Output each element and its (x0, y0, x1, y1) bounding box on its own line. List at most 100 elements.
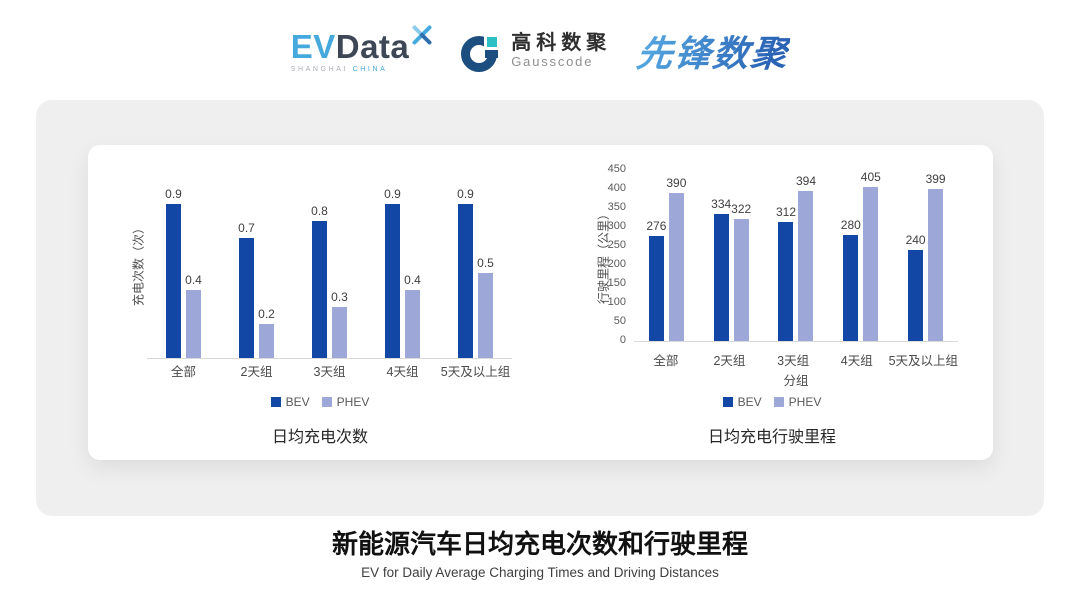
y-tick: 200 (607, 258, 626, 270)
chart-title: 日均充电行驶里程 (707, 429, 836, 446)
legend-item-phev: PHEV (773, 395, 822, 409)
x-axis-title: 分组 (783, 374, 809, 388)
bars-area: 0.9 0.4 0.7 0.2 0.8 0.3 0.9 0.4 0.9 0.5 (147, 170, 512, 358)
bar-phev: 394 (796, 174, 816, 341)
x-category-label: 3天组 (777, 354, 810, 368)
bar-phev: 0.4 (185, 273, 202, 358)
legend: BEV PHEV (560, 395, 984, 409)
charts-panel: 充电次数（次） 0.9 0.4 0.7 0.2 0.8 0.3 0.9 0.4 0.9 0.5 全… (36, 100, 1044, 516)
bar-value-label: 394 (795, 174, 816, 189)
gausscode-logo: 高科数聚 Gausscode (459, 28, 611, 74)
y-tick: 300 (607, 220, 626, 232)
bar-value-label: 0.9 (457, 187, 474, 202)
evdata-star-icon (412, 25, 432, 44)
charts-card: 充电次数（次） 0.9 0.4 0.7 0.2 0.8 0.3 0.9 0.4 0.9 0.5 全… (88, 145, 993, 460)
bar-value-label: 322 (731, 201, 752, 216)
x-axis-labels: 全部 2天组 3天组 4天组 5天及以上组 (634, 350, 958, 368)
pioneer-logo: 先锋数聚 (635, 25, 792, 77)
legend-label: PHEV (788, 395, 822, 409)
bar-value-label: 0.4 (185, 272, 202, 287)
legend-swatch (722, 397, 733, 407)
x-category-label: 5天及以上组 (888, 354, 959, 368)
bar-phev: 390 (666, 176, 686, 341)
y-tick: 400 (607, 182, 626, 194)
y-tick: 450 (607, 163, 626, 175)
legend-swatch (773, 397, 784, 407)
gausscode-en: Gausscode (511, 54, 594, 70)
bar-value-label: 0.8 (311, 204, 328, 219)
footer-subtitle: EV for Daily Average Charging Times and … (361, 565, 719, 581)
x-category-label: 3天组 (313, 365, 346, 379)
bar-phev: 0.5 (477, 256, 494, 358)
bar-bev: 0.7 (238, 221, 255, 358)
gausscode-cn: 高科数聚 (511, 32, 612, 55)
y-tick: 350 (607, 201, 626, 213)
bar-phev: 322 (731, 202, 751, 341)
bar-value-label: 399 (925, 172, 946, 187)
plot-area: 充电次数（次） 0.9 0.4 0.7 0.2 0.8 0.3 0.9 0.4 0.9 0.5 (132, 170, 512, 359)
bar-value-label: 0.9 (384, 187, 401, 202)
bar-value-label: 405 (860, 170, 881, 185)
x-category-label: 4天组 (840, 354, 873, 368)
x-category-label: 全部 (170, 365, 196, 379)
legend-item-bev: BEV (722, 395, 762, 409)
evdata-wordmark-text: EVData (290, 27, 410, 65)
bar-group: 276 390 (634, 170, 699, 341)
bar-phev: 405 (861, 170, 881, 341)
y-axis-label: 充电次数（次） (131, 221, 146, 307)
bar-group: 280 405 (828, 170, 893, 341)
bar-value-label: 312 (775, 205, 796, 220)
bar-value-label: 0.2 (258, 306, 275, 321)
bar-value-label: 390 (666, 175, 687, 190)
bar-value-label: 0.9 (165, 187, 182, 202)
x-category-label: 5天及以上组 (440, 365, 511, 379)
plot-area: 行驶里程（公里） 276 390 334 322 312 394 280 405 240 399 … (597, 163, 958, 346)
legend: BEV PHEV (100, 395, 540, 409)
bar-phev: 0.2 (258, 307, 275, 358)
bar-phev: 0.3 (331, 290, 348, 358)
footer: 新能源汽车日均充电次数和行驶里程 EV for Daily Average Ch… (0, 529, 1080, 580)
bar-group: 0.8 0.3 (293, 170, 366, 358)
bar-phev: 0.4 (404, 273, 421, 358)
chart-title: 日均充电次数 (271, 429, 368, 446)
bar-value-label: 0.4 (404, 272, 421, 287)
bar-bev: 0.9 (165, 187, 182, 358)
x-category-label: 全部 (653, 354, 679, 368)
bar-group: 334 322 (699, 170, 764, 341)
x-axis-labels: 全部 2天组 3天组 4天组 5天及以上组 (147, 361, 512, 379)
legend-label: BEV (737, 395, 762, 409)
x-category-label: 4天组 (386, 365, 419, 379)
y-tick: 150 (607, 277, 626, 289)
bars-area: 276 390 334 322 312 394 280 405 240 399 (634, 170, 958, 341)
gausscode-text: 高科数聚 Gausscode (511, 32, 611, 70)
legend-label: BEV (285, 395, 310, 409)
legend-item-phev: PHEV (321, 395, 369, 409)
bar-group: 240 399 (893, 170, 958, 341)
header-logos: EVData SHANGHAI CHINA 高科数聚 Gausscode (0, 22, 1080, 80)
bar-group: 0.9 0.4 (147, 170, 220, 358)
x-category-label: 2天组 (240, 365, 273, 379)
bar-bev: 276 (646, 219, 666, 341)
bar-phev: 399 (926, 172, 946, 341)
y-tick: 0 (619, 334, 626, 346)
bar-bev: 0.8 (311, 204, 328, 358)
chart-daily-driving-distance: 行驶里程（公里） 276 390 334 322 312 394 280 405 240 399 … (560, 145, 984, 460)
y-tick: 250 (607, 239, 626, 251)
bar-bev: 240 (906, 233, 926, 341)
bar-group: 0.7 0.2 (220, 170, 293, 358)
bar-value-label: 0.7 (238, 221, 255, 236)
evdata-wordmark: EVData (290, 25, 434, 65)
evdata-logo: EVData SHANGHAI CHINA (290, 25, 434, 73)
bar-bev: 280 (841, 218, 861, 341)
evdata-tagline: SHANGHAI CHINA (290, 65, 388, 73)
bar-group: 312 394 (764, 170, 829, 341)
x-category-label: 2天组 (713, 354, 746, 368)
bar-bev: 0.9 (384, 187, 401, 358)
bar-value-label: 0.5 (477, 255, 494, 270)
bar-value-label: 334 (711, 197, 732, 212)
legend-swatch (270, 397, 281, 407)
y-tick: 100 (607, 296, 626, 308)
bar-bev: 334 (711, 197, 731, 341)
bar-bev: 0.9 (457, 187, 474, 358)
